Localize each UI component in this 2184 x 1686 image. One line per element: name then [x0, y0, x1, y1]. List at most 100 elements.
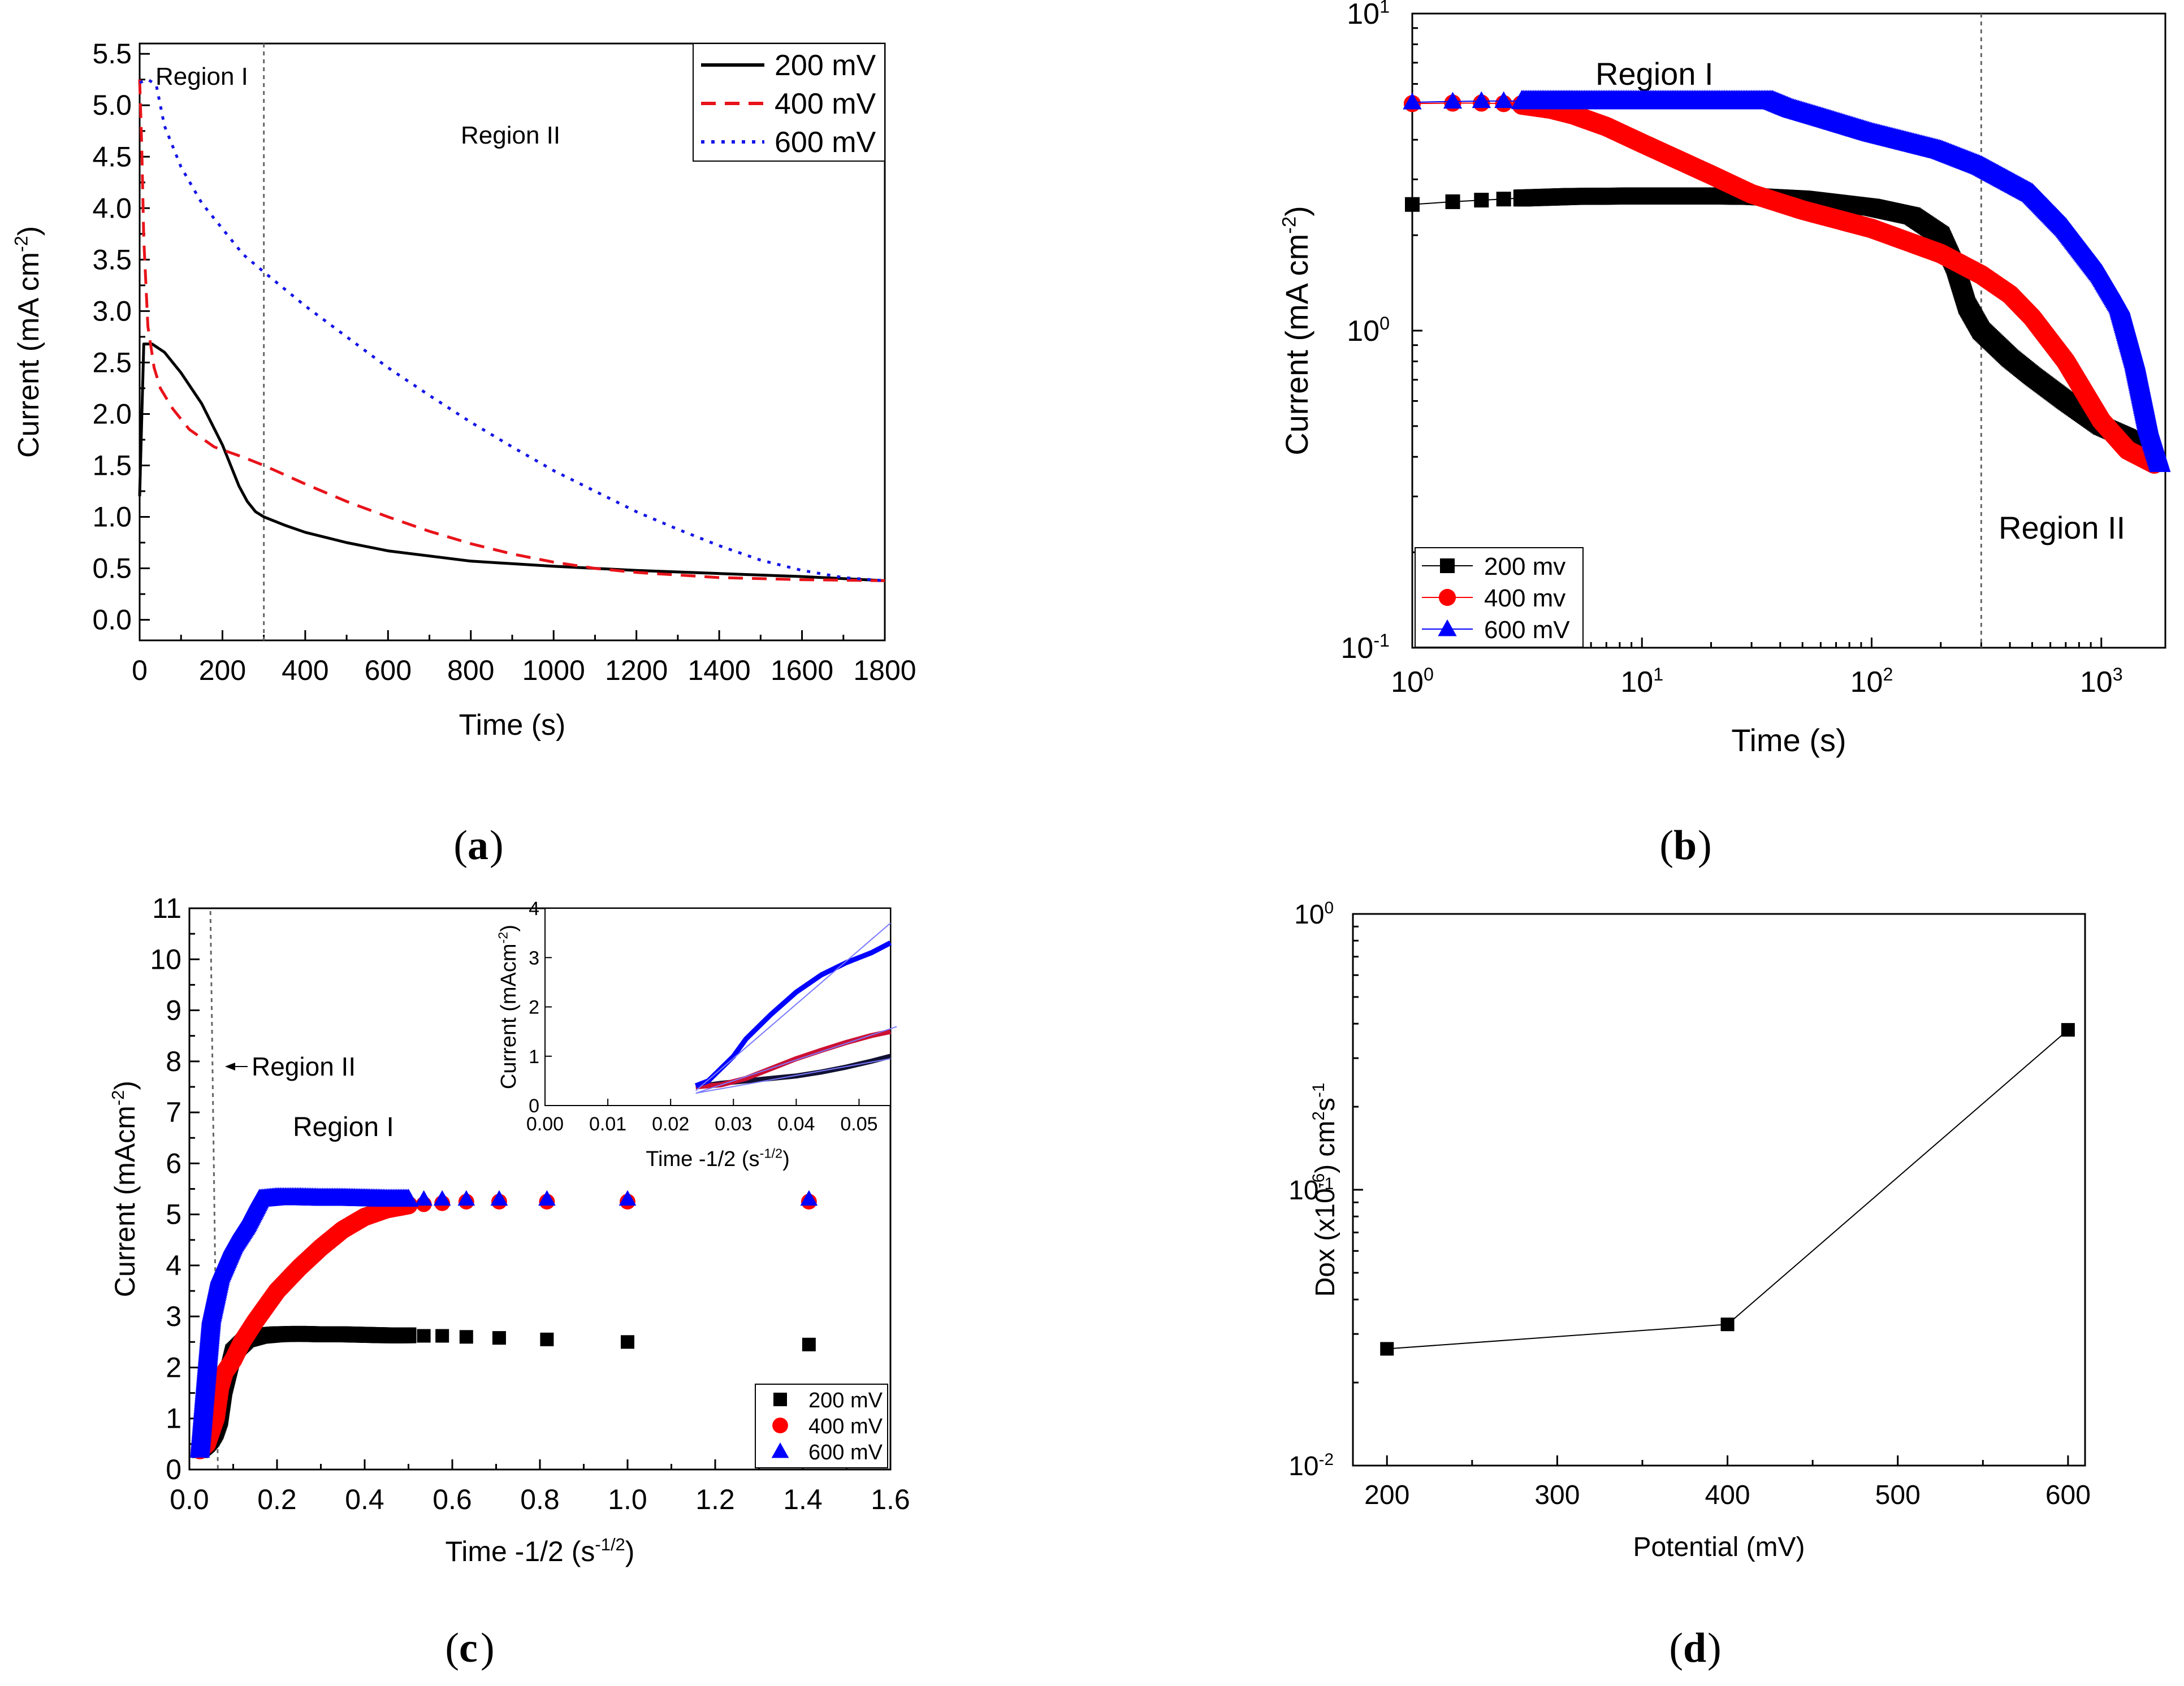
panel-c-inset-x-axis-title-part: -1/2 — [760, 1146, 783, 1161]
panel-b-legend-marker-3 — [1438, 619, 1457, 636]
panel-c-inset-x-axis-title-part: Time -1/2 (s — [646, 1147, 759, 1171]
panel-d-ytick-label: 100 — [1294, 899, 1334, 930]
panel-d-xtick-label: 600 — [2045, 1480, 2091, 1510]
panel-d-data-point — [1720, 1317, 1735, 1332]
panel-d-data-point — [2061, 1023, 2075, 1037]
panel-a-ytick-label: 0.5 — [92, 553, 132, 584]
panel-a-y-axis-title-part: Current (mA cm — [12, 252, 45, 458]
panel-c-arrow-head — [225, 1063, 235, 1070]
panel-c-annotation-region-ii: Region II — [252, 1052, 356, 1081]
panel-a-ytick-label: 1.5 — [92, 449, 132, 481]
panel-b-caption-open: ( — [1659, 822, 1673, 869]
panel-b-marker-3 — [2149, 452, 2171, 473]
panel-c-xtick-label: 1.4 — [783, 1484, 823, 1515]
panel-a-y-axis-title: Current (mA cm-2) — [11, 226, 45, 458]
panel-b-ytick-label: 100 — [1347, 313, 1390, 348]
panel-b-legend-label-3: 600 mV — [1484, 616, 1570, 644]
panel-b-ytick-label-part: 0 — [1379, 313, 1390, 333]
panel-b-xtick-label: 102 — [1850, 664, 1893, 699]
panel-d-y-axis-title: Dox (x10-6) cm2s-1 — [1309, 1083, 1340, 1297]
panel-c-marker-3 — [538, 1190, 556, 1206]
panel-c-ytick-label: 0 — [166, 1454, 181, 1485]
panel-c-ytick-label: 7 — [166, 1096, 181, 1128]
panel-a-xtick-label: 800 — [447, 655, 494, 686]
panel-c-ytick-label: 1 — [166, 1403, 181, 1434]
panel-c-inset-y-axis-title-part: Current (mAcm — [497, 944, 521, 1090]
panel-d-y-axis-title-part: ) cm — [1311, 1121, 1340, 1173]
panel-d-series-line — [1387, 1029, 2069, 1350]
panel-c-x-axis-title-part: ) — [625, 1536, 635, 1567]
panel-c-ytick-label: 11 — [152, 892, 181, 924]
panel-b-series-3-connector — [1412, 100, 1551, 103]
panel-a-ytick-label: 5.0 — [92, 89, 132, 121]
panel-a-x-axis-title: Time (s) — [459, 709, 566, 742]
panel-b-xtick-label-part: 10 — [1850, 666, 1883, 699]
panel-b-xtick-label-part: 0 — [1424, 664, 1434, 684]
panel-d-ytick-label-part: -1 — [1319, 1174, 1334, 1193]
panel-c-ytick-label: 10 — [150, 943, 181, 975]
panel-b-ytick-label-part: 10 — [1340, 632, 1373, 665]
panel-c-marker-1 — [802, 1337, 816, 1351]
panel-d-y-axis-title-part: Dox (x10 — [1311, 1188, 1340, 1297]
panel-b-ytick-label: 10-1 — [1340, 630, 1390, 665]
panel-b-series-2 — [1403, 94, 2164, 474]
panel-b-series-1-connector — [1412, 197, 1522, 205]
panel-b-xtick-label-part: 3 — [2113, 664, 2123, 684]
panel-c-xtick-label: 1.0 — [608, 1484, 647, 1515]
panel-d-ytick-label-part: 10 — [1288, 1176, 1318, 1206]
panel-d-ytick-label: 10-2 — [1288, 1450, 1334, 1481]
panel-a-ytick-label: 3.5 — [92, 244, 132, 275]
panel-c-xtick-label: 0.4 — [345, 1484, 384, 1515]
panel-c-inset-ytick-label: 1 — [529, 1046, 539, 1068]
panel-a-xtick-label: 1000 — [522, 655, 585, 686]
panel-a-legend-label-3: 600 mV — [775, 126, 876, 159]
panel-a-xtick-label: 1200 — [605, 655, 668, 686]
panel-c-inset-xtick-label: 0.02 — [652, 1113, 689, 1135]
panel-b-marker-3 — [1472, 91, 1491, 109]
panel-c-ytick-label: 3 — [166, 1301, 181, 1332]
panel-c-marker-1 — [459, 1330, 473, 1344]
panel-c-xtick-label: 0.2 — [257, 1484, 297, 1515]
panel-b-ytick-label-part: -1 — [1373, 630, 1390, 651]
panel-b-legend-marker-1 — [1440, 558, 1455, 573]
panel-c-marker-3 — [457, 1190, 475, 1206]
panel-c-caption-close: ) — [481, 1625, 495, 1671]
panel-b-legend-label-1: 200 mv — [1484, 553, 1565, 580]
panel-d-ytick-label-part: 0 — [1324, 899, 1334, 917]
panel-c-inset-ytick-label: 2 — [529, 997, 539, 1018]
panel-c-legend-label-1: 200 mV — [808, 1389, 883, 1412]
panel-c-inset-xtick-label: 0.05 — [840, 1113, 877, 1135]
panel-a-caption-open: ( — [453, 822, 468, 869]
panel-b-y-axis-title-part: Current (mA cm — [1279, 234, 1314, 456]
panel-c-marker-1 — [400, 1327, 417, 1343]
panel-c-inset-axes — [544, 908, 891, 1106]
panel-c-xtick-label: 1.6 — [871, 1484, 910, 1515]
panel-c-ytick-label: 6 — [166, 1147, 181, 1179]
panel-c-y-axis-title-part: ) — [109, 1081, 141, 1090]
panel-b-caption-close: ) — [1698, 822, 1712, 869]
panel-c-inset-fit-line-3 — [695, 1058, 891, 1094]
panel-c-caption-open: ( — [445, 1625, 459, 1671]
panel-b-xtick-label-part: 10 — [2080, 666, 2113, 699]
panel-a-annotation-region-i: Region I — [155, 63, 248, 90]
panel-b-ytick-label: 101 — [1347, 0, 1390, 31]
panel-c-legend-marker-1 — [773, 1393, 787, 1406]
panel-a-xtick-label: 1400 — [687, 655, 750, 686]
panel-a-y-axis-title-part: ) — [12, 226, 45, 236]
panel-a-ytick-label: 4.0 — [92, 192, 132, 224]
panel-c-inset-x-axis-title-part: ) — [782, 1147, 790, 1171]
panel-a-xtick-label: 1800 — [853, 655, 916, 686]
panel-c-ytick-label: 2 — [166, 1351, 181, 1383]
panel-c-y-axis-title-part: -2 — [108, 1090, 128, 1106]
panel-c-legend-label-3: 600 mV — [808, 1441, 883, 1464]
panel-a-series-1-line — [138, 343, 885, 582]
panel-c-inset-xtick-label: 0.04 — [777, 1113, 815, 1135]
panel-c-marker-3 — [398, 1189, 419, 1207]
panel-a-y-axis-title-part: -2 — [11, 236, 31, 252]
panel-c-inset-ytick-label: 3 — [529, 947, 539, 969]
panel-d-axes — [1352, 913, 2086, 1467]
panel-c-legend-marker-2 — [772, 1418, 788, 1433]
panel-d-ytick-label: 10-1 — [1288, 1174, 1334, 1206]
panel-c-marker-3 — [800, 1190, 818, 1206]
panel-b-ytick-label-part: 1 — [1379, 0, 1390, 16]
